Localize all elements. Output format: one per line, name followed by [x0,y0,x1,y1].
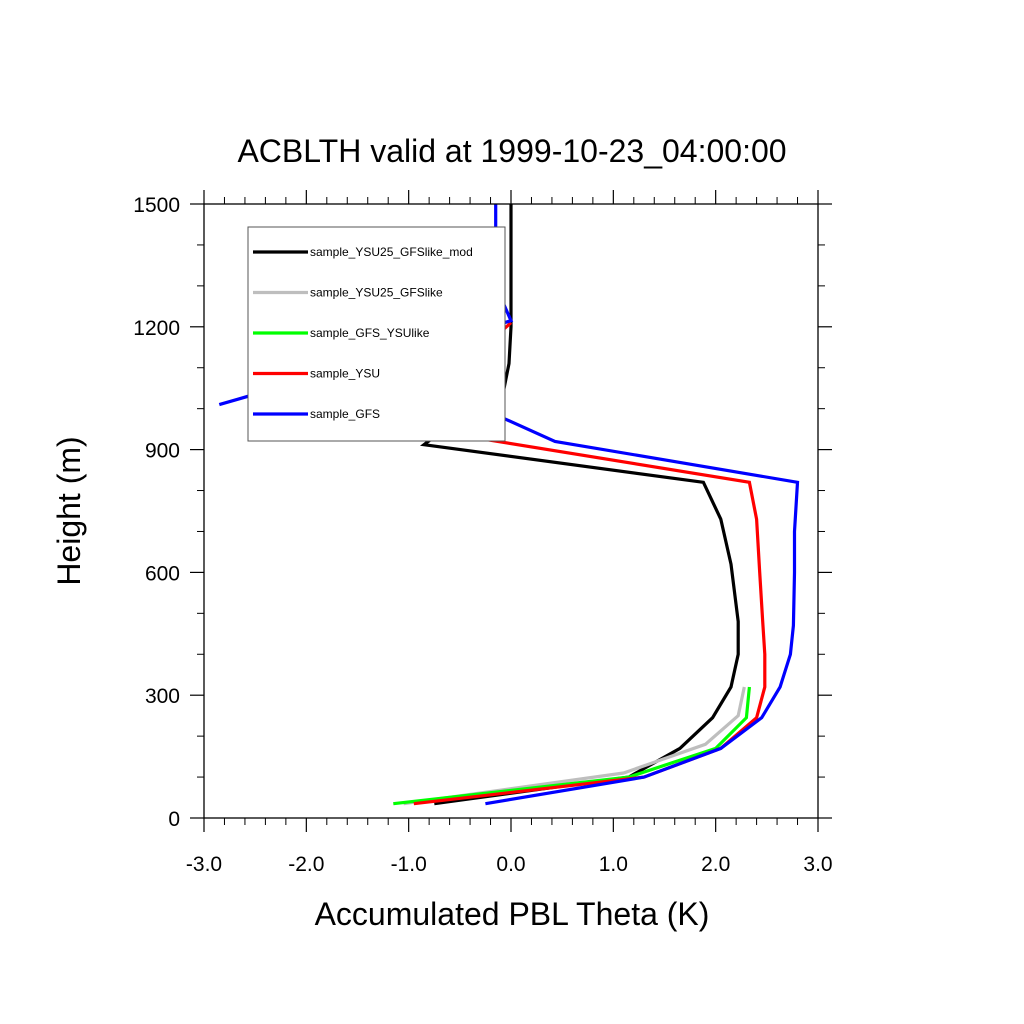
y-tick-label: 0 [168,808,180,831]
legend-label-2: sample_GFS_YSUlike [310,326,430,340]
x-tick-label: 0.0 [496,853,525,876]
x-tick-label: -2.0 [288,853,324,876]
x-tick-label: -1.0 [391,853,427,876]
x-axis-label: Accumulated PBL Theta (K) [315,896,710,932]
y-tick-label: 1200 [133,317,180,340]
ticks-layer: -3.0 -2.0 -1.0 0.0 1.0 2.0 3.0 0 300 600 900 1200 15… [133,190,833,876]
y-tick-label: 300 [145,685,180,708]
x-tick-label: -3.0 [186,853,222,876]
x-tick-label: 3.0 [803,853,832,876]
x-tick-label: 2.0 [701,853,730,876]
legend: sample_YSU25_GFSlike_mod sample_YSU25_GFS… [247,226,506,442]
legend-label-1: sample_YSU25_GFSlike [310,286,443,300]
legend-label-0: sample_YSU25_GFSlike_mod [310,245,473,259]
series-line-2 [393,686,751,806]
legend-label-4: sample_GFS [310,407,380,421]
y-tick-label: 1500 [133,194,180,217]
x-tick-label: 1.0 [599,853,628,876]
y-axis-label: Height (m) [51,436,87,585]
chart-title: ACBLTH valid at 1999-10-23_04:00:00 [237,133,786,169]
y-tick-label: 600 [145,562,180,585]
series-line-1 [403,686,746,806]
legend-label-3: sample_YSU [310,367,380,381]
y-tick-label: 900 [145,440,180,463]
